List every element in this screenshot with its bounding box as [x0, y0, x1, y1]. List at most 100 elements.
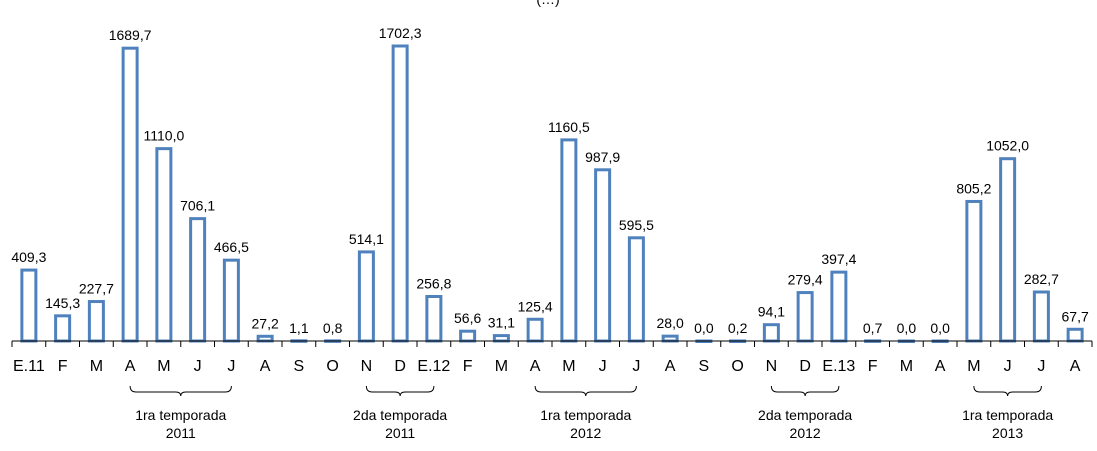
bar-value-label: 0,2 — [728, 320, 748, 336]
x-tick-label: E.11 — [13, 358, 45, 375]
bar-value-label: 145,3 — [45, 295, 80, 311]
season-label: 2da temporada — [758, 407, 852, 423]
bar-value-label: 27,2 — [252, 315, 279, 331]
bar — [391, 44, 409, 343]
bar — [526, 317, 544, 343]
season-year-label: 2012 — [570, 425, 601, 441]
season-brace — [129, 385, 232, 397]
bar — [999, 157, 1017, 343]
bar-value-label: 28,0 — [657, 315, 684, 331]
x-tick-label: J — [227, 358, 235, 375]
x-tick-label: J — [599, 358, 607, 375]
bar-value-label: 0,0 — [930, 320, 950, 336]
bar-value-label: 0,7 — [863, 320, 883, 336]
x-tick-label: S — [294, 358, 305, 375]
bar-value-label: 279,4 — [788, 272, 823, 288]
bar — [560, 138, 578, 343]
x-tick-label: M — [562, 358, 575, 375]
bar-value-label: 256,8 — [416, 275, 451, 291]
x-tick-label: N — [361, 358, 373, 375]
bar-value-label: 1,1 — [289, 320, 309, 336]
x-ticks-layer — [11, 341, 1093, 347]
x-tick-label: F — [868, 358, 878, 375]
bar — [155, 147, 173, 343]
x-tick-label: E.12 — [417, 358, 450, 375]
bar — [256, 334, 274, 343]
bar-value-label: 397,4 — [821, 251, 856, 267]
chart-title: (…) — [536, 0, 559, 7]
x-tick-label: S — [699, 358, 710, 375]
season-brace — [770, 385, 840, 397]
x-tick-label: A — [1070, 358, 1081, 375]
bar-value-label: 94,1 — [758, 304, 785, 320]
bar-value-label: 31,1 — [488, 315, 515, 331]
x-tick-label: M — [495, 358, 508, 375]
x-tick-label: E.13 — [822, 358, 855, 375]
bar — [121, 46, 139, 343]
bar-value-label: 1689,7 — [109, 27, 152, 43]
bar — [222, 258, 240, 343]
bar-value-label: 987,9 — [585, 149, 620, 165]
x-tick-label: J — [632, 358, 640, 375]
x-tick-label: M — [90, 358, 103, 375]
bars-layer — [20, 44, 1084, 343]
bar-value-label: 1052,0 — [986, 138, 1029, 154]
x-tick-label: J — [194, 358, 202, 375]
x-tick-label: O — [731, 358, 743, 375]
bar — [87, 300, 105, 343]
season-year-label: 2012 — [790, 425, 821, 441]
bar-value-label: 227,7 — [79, 281, 114, 297]
x-tick-label: D — [799, 358, 811, 375]
season-label: 1ra temporada — [962, 407, 1053, 423]
x-tick-label: A — [935, 358, 946, 375]
bar-value-label: 409,3 — [11, 249, 46, 265]
x-tick-label: A — [530, 358, 541, 375]
x-tick-label: M — [967, 358, 980, 375]
season-label: 2da temporada — [353, 407, 447, 423]
bar-value-label: 706,1 — [180, 198, 215, 214]
bar — [627, 236, 645, 343]
bar — [425, 294, 443, 343]
bar-value-label: 1160,5 — [548, 119, 590, 135]
bar-value-label: 466,5 — [214, 239, 249, 255]
season-groups-layer: 1ra temporada 2011 2da temporada 2011 1ra te… — [129, 385, 1053, 441]
bar — [20, 268, 38, 343]
bar — [965, 199, 983, 343]
x-tick-labels-layer: E.11 F M A M J J A S O N D E.12 F M A M J J A S O N D E.13 F M A M J J… — [13, 358, 1081, 375]
bar-value-label: 1702,3 — [379, 25, 422, 41]
bar-value-label: 0,0 — [694, 320, 714, 336]
season-year-label: 2013 — [992, 425, 1023, 441]
bar-value-label: 67,7 — [1062, 308, 1089, 324]
season-brace — [365, 385, 435, 397]
bar-value-label: 56,6 — [454, 310, 481, 326]
bar-value-label: 805,2 — [956, 180, 991, 196]
bar-value-label: 595,5 — [619, 217, 654, 233]
bar — [762, 323, 780, 343]
season-label: 1ra temporada — [540, 407, 631, 423]
bar-value-label: 1110,0 — [144, 128, 185, 144]
season-year-label: 2011 — [385, 425, 415, 441]
x-tick-label: M — [157, 358, 170, 375]
x-tick-label: O — [326, 358, 338, 375]
x-tick-label: J — [1037, 358, 1045, 375]
bar — [189, 217, 207, 343]
x-tick-label: D — [394, 358, 406, 375]
bar — [459, 329, 477, 343]
bar — [796, 291, 814, 343]
x-tick-label: A — [125, 358, 136, 375]
bar — [357, 250, 375, 343]
x-tick-label: J — [1004, 358, 1012, 375]
season-year-label: 2011 — [166, 425, 196, 441]
season-brace — [534, 385, 637, 397]
bar — [594, 168, 612, 343]
season-label: 1ra temporada — [135, 407, 226, 423]
bar — [830, 270, 848, 343]
x-tick-label: F — [463, 358, 473, 375]
x-tick-label: A — [260, 358, 271, 375]
bar-value-label: 0,0 — [897, 320, 917, 336]
bar — [661, 334, 679, 343]
bar-value-label: 514,1 — [349, 231, 384, 247]
bar — [492, 334, 510, 343]
